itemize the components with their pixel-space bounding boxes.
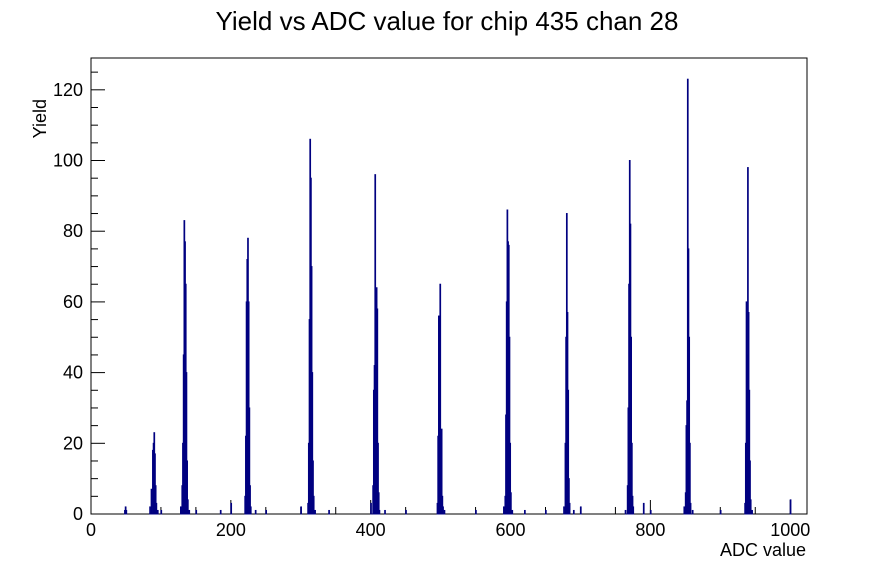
y-tick-label: 80 [63,221,83,241]
histogram-bin [265,509,268,515]
histogram-bin [632,506,635,515]
y-tick-label: 100 [53,151,83,171]
histogram-bin [384,509,386,515]
y-axis-label: Yield [30,99,50,138]
histogram-bin [219,509,222,515]
histogram-bin [475,509,477,515]
histogram-bin [749,499,752,515]
histogram-bin [563,506,565,515]
histogram-bin [254,509,257,515]
histogram-bin [510,492,512,515]
histogram-bin [568,502,571,515]
histogram-bin [328,509,330,515]
y-tick-label: 60 [63,292,83,312]
histogram-bin [789,499,792,515]
histogram-bin [572,509,575,515]
histogram-bin [155,502,158,515]
histogram-bin [524,509,526,515]
y-tick-label: 20 [63,433,83,453]
histogram-bin [249,506,252,515]
x-axis: 0 200 400 600 800 1000 [86,500,810,540]
histogram-bin [312,495,315,515]
plot-frame [90,57,808,515]
y-tick-label: 0 [73,504,83,524]
x-tick-label: 0 [86,520,96,540]
histogram-bin [156,509,159,515]
x-tick-label: 800 [635,520,665,540]
histogram-bin [186,499,189,515]
histogram-bin [230,502,233,515]
histogram-bin [544,509,547,515]
y-tick-label: 40 [63,363,83,383]
chart-title: Yield vs ADC value for chip 435 chan 28 [216,6,679,36]
histogram-bin [503,506,505,515]
histogram-bin [642,502,645,515]
histogram-bin [719,509,722,515]
histogram-bin [125,509,128,515]
histogram-bin [195,509,198,515]
histogram-bin [150,488,153,515]
x-tick-label: 200 [216,520,246,540]
histogram-bin [370,502,372,515]
y-tick-label: 120 [53,80,83,100]
histogram-bin [443,509,446,515]
histogram-bin [689,502,692,515]
histogram-bin [511,509,514,515]
histogram-bin [314,509,316,515]
y-axis: 0 20 40 60 80 100 120 [53,71,105,524]
histogram-bin [378,509,381,515]
histogram-bin [188,509,191,515]
x-axis-label: ADC value [720,540,806,560]
histogram-bin [149,506,151,515]
histogram-bins [124,78,792,515]
histogram-bin [160,509,163,515]
histogram-bin [405,509,407,515]
x-tick-label: 400 [356,520,386,540]
histogram-bin [751,509,753,515]
histogram-bin [649,509,652,515]
histogram-bin [579,506,582,515]
histogram-bin [300,506,302,515]
histogram-bin [691,509,694,515]
x-tick-label: 600 [496,520,526,540]
x-tick-label: 1000 [770,520,810,540]
histogram-bin [683,506,686,515]
histogram-bin [180,506,182,515]
histogram-bin [442,506,444,515]
histogram-bin [624,509,627,515]
